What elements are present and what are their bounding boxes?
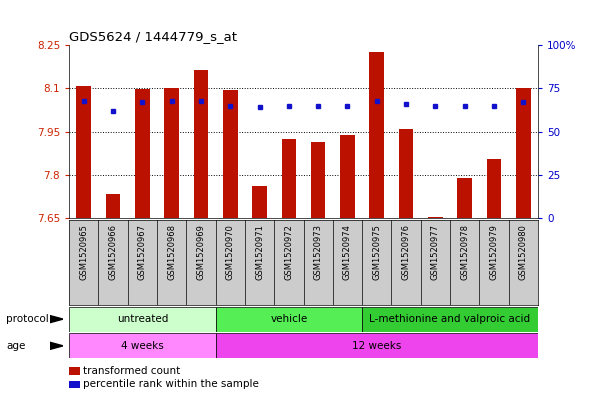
Text: GSM1520966: GSM1520966 — [109, 224, 118, 280]
Text: GSM1520979: GSM1520979 — [489, 224, 498, 280]
Text: GSM1520967: GSM1520967 — [138, 224, 147, 280]
Bar — [194, 70, 209, 218]
Bar — [487, 159, 501, 218]
Text: protocol: protocol — [6, 314, 49, 324]
Bar — [164, 88, 179, 218]
Bar — [76, 86, 91, 218]
Text: transformed count: transformed count — [83, 366, 180, 376]
Text: age: age — [6, 341, 25, 351]
Text: L-methionine and valproic acid: L-methionine and valproic acid — [370, 314, 531, 324]
Text: GSM1520976: GSM1520976 — [401, 224, 410, 280]
Text: GSM1520974: GSM1520974 — [343, 224, 352, 280]
Text: GSM1520969: GSM1520969 — [197, 224, 206, 280]
Bar — [311, 142, 326, 218]
Polygon shape — [50, 342, 63, 349]
Bar — [428, 217, 443, 218]
Text: GSM1520970: GSM1520970 — [226, 224, 235, 280]
Polygon shape — [50, 316, 63, 323]
Bar — [340, 136, 355, 218]
Text: 4 weeks: 4 weeks — [121, 341, 163, 351]
Bar — [135, 89, 150, 218]
Bar — [370, 52, 384, 218]
Bar — [362, 307, 538, 332]
Text: GSM1520977: GSM1520977 — [431, 224, 440, 280]
Bar — [69, 307, 216, 332]
Text: GSM1520978: GSM1520978 — [460, 224, 469, 280]
Text: GSM1520975: GSM1520975 — [372, 224, 381, 280]
Text: percentile rank within the sample: percentile rank within the sample — [83, 379, 259, 389]
Text: untreated: untreated — [117, 314, 168, 324]
Bar — [457, 178, 472, 218]
Text: vehicle: vehicle — [270, 314, 308, 324]
Bar — [69, 333, 216, 358]
Text: GSM1520972: GSM1520972 — [284, 224, 293, 280]
Bar — [516, 88, 531, 218]
Bar — [216, 333, 538, 358]
Bar — [223, 90, 237, 218]
Text: GSM1520980: GSM1520980 — [519, 224, 528, 280]
Bar — [106, 194, 120, 218]
Text: GSM1520968: GSM1520968 — [167, 224, 176, 280]
Text: GDS5624 / 1444779_s_at: GDS5624 / 1444779_s_at — [69, 29, 237, 42]
Bar — [252, 186, 267, 218]
Text: GSM1520971: GSM1520971 — [255, 224, 264, 280]
Text: 12 weeks: 12 weeks — [352, 341, 401, 351]
Text: GSM1520965: GSM1520965 — [79, 224, 88, 280]
Bar — [398, 129, 413, 218]
Bar — [216, 307, 362, 332]
Bar — [281, 139, 296, 218]
Text: GSM1520973: GSM1520973 — [314, 224, 323, 280]
